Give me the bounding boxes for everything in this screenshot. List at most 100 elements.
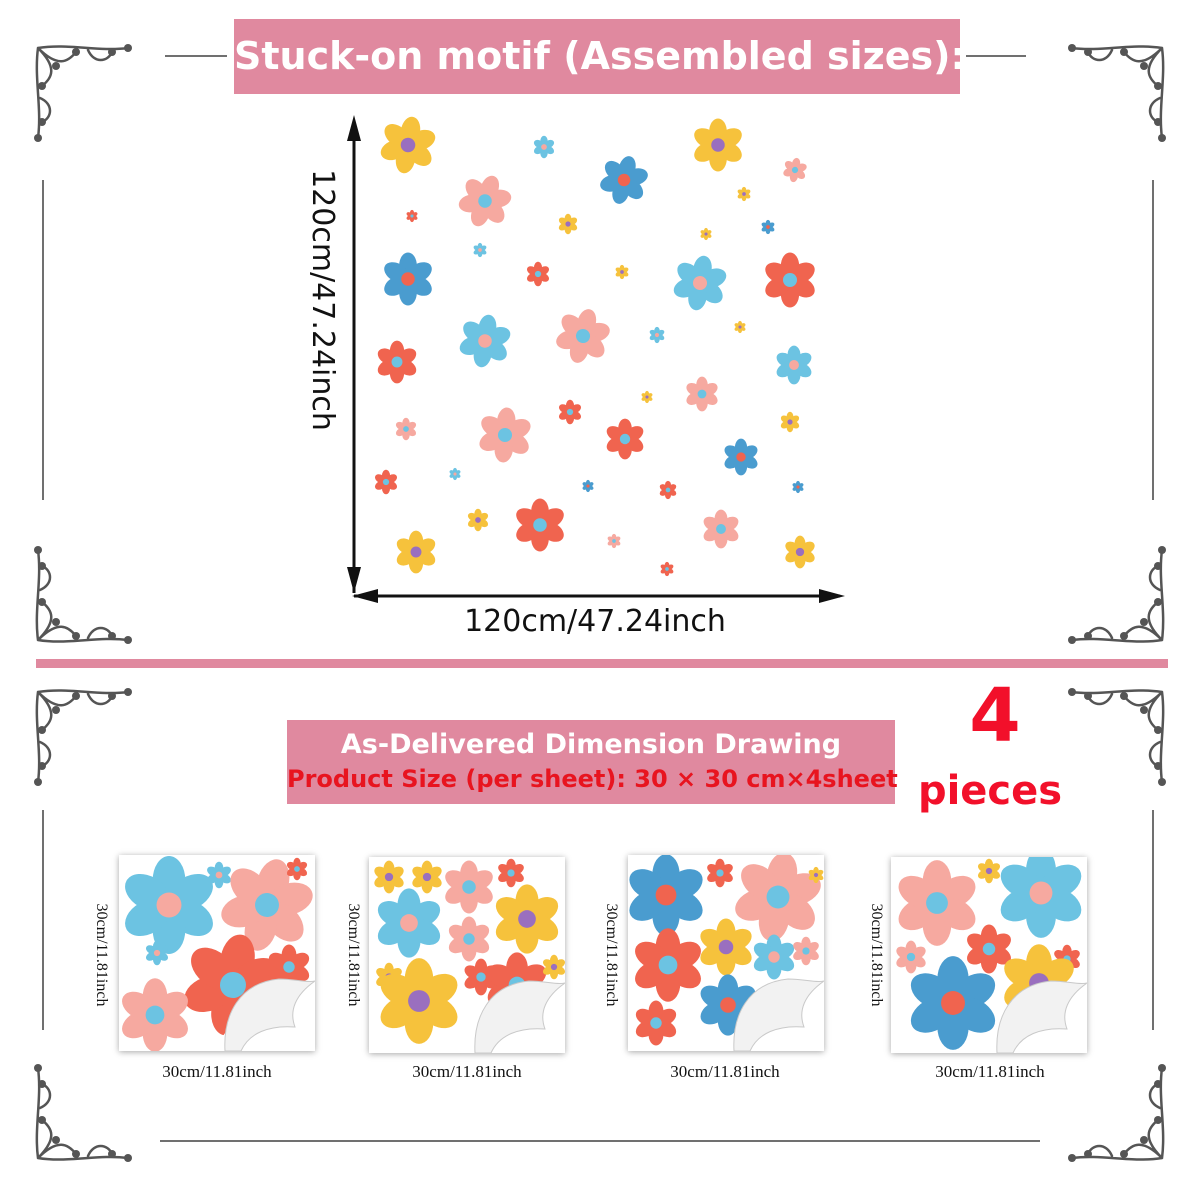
flower-icon: [207, 861, 231, 889]
flower-icon: [406, 209, 418, 223]
flower-icon: [649, 326, 665, 344]
flower-icon: [734, 320, 746, 334]
flower-icon: [445, 860, 493, 914]
flower-icon: [380, 958, 458, 1044]
flower-icon: [607, 533, 621, 549]
flower-icon: [412, 860, 442, 894]
flower-icon: [761, 219, 775, 235]
assembled-motif-preview: [375, 116, 815, 577]
flower-icon: [635, 1000, 677, 1046]
peel-corner-icon: [465, 980, 565, 1053]
flower-icon: [707, 858, 733, 888]
flower-icon: [659, 480, 677, 500]
vertical-double-arrow-icon: [347, 115, 361, 593]
sheet-2-artwork: [374, 858, 565, 1053]
flower-icon: [896, 940, 926, 974]
flower-icon: [978, 858, 1000, 884]
flower-icon: [395, 417, 417, 441]
flower-icon: [808, 866, 824, 884]
flower-icon: [673, 255, 727, 311]
sheet-4-artwork: [896, 857, 1087, 1053]
flower-icon: [776, 345, 812, 385]
flower-icon: [635, 928, 701, 1002]
flower-icon: [700, 918, 752, 976]
corner-ornament-icon: [34, 1064, 132, 1162]
peel-corner-icon: [724, 978, 824, 1051]
flower-icon: [783, 157, 807, 183]
flower-icon: [629, 855, 703, 936]
sheet-3-artwork: [629, 855, 824, 1051]
flower-icon: [449, 467, 461, 481]
corner-ornament-icon: [1068, 546, 1166, 644]
corner-ornament-icon: [34, 688, 132, 786]
sheet-4-height-label: 30cm/11.81inch: [868, 903, 885, 1007]
flower-icon: [660, 561, 674, 577]
flower-icon: [724, 438, 758, 476]
flower-icon: [374, 860, 404, 894]
border-line-right-upper: [1152, 180, 1154, 500]
flower-icon: [700, 227, 712, 241]
flower-icon: [780, 411, 800, 433]
sheet-4-width-label: 30cm/11.81inch: [935, 1062, 1045, 1081]
flower-icon: [495, 884, 559, 954]
page-title: Stuck-on motif (Assembled sizes):: [234, 34, 966, 78]
delivered-title: As-Delivered Dimension Drawing: [340, 729, 842, 760]
border-line-left-lower: [42, 810, 44, 1030]
sheet-2-height-label: 30cm/11.81inch: [345, 903, 362, 1007]
flower-icon: [448, 916, 490, 962]
flower-icon: [910, 956, 996, 1050]
flower-icon: [1000, 857, 1082, 938]
flower-icon: [268, 944, 310, 990]
flower-icon: [375, 469, 397, 495]
flower-icon: [122, 978, 188, 1051]
corner-ornament-icon: [1068, 688, 1166, 786]
sheet-1: [119, 855, 315, 1051]
sheet-2: [369, 857, 565, 1053]
corner-ornament-icon: [34, 546, 132, 644]
flower-icon: [396, 530, 436, 574]
corner-ornament-icon: [1068, 44, 1166, 142]
flower-icon: [377, 340, 417, 384]
flower-icon: [600, 156, 648, 204]
flower-icon: [286, 857, 308, 881]
flower-icon: [125, 856, 213, 954]
sheet-1-artwork: [122, 856, 315, 1051]
flower-icon: [467, 508, 489, 532]
sheet-1-width-label: 30cm/11.81inch: [162, 1062, 272, 1081]
flower-icon: [686, 376, 718, 412]
flower-icon: [735, 855, 821, 942]
flower-icon: [694, 118, 742, 172]
flower-icon: [221, 859, 313, 951]
piece-count-number: 4: [969, 673, 1021, 759]
flower-icon: [384, 252, 432, 306]
flower-icon: [606, 418, 644, 460]
border-line-top-right: [966, 55, 1026, 57]
flower-icon: [146, 940, 168, 966]
flower-icon: [459, 314, 511, 368]
flower-icon: [527, 261, 549, 287]
border-line-left-upper: [42, 180, 44, 500]
flower-icon: [533, 135, 555, 159]
flower-icon: [898, 860, 976, 946]
flower-icon: [792, 480, 804, 494]
flower-icon: [765, 252, 815, 308]
dimension-arrows: [347, 115, 845, 603]
border-line-top-left: [165, 55, 227, 57]
flower-icon: [703, 509, 739, 549]
peel-corner-icon: [215, 978, 315, 1051]
flower-icon: [558, 213, 578, 235]
flower-icon: [380, 116, 436, 174]
sheet-3: [628, 855, 824, 1051]
section-divider: [36, 659, 1168, 668]
flower-icon: [559, 399, 581, 425]
sheet-3-height-label: 30cm/11.81inch: [603, 903, 620, 1007]
flower-icon: [473, 242, 487, 258]
flower-icon: [737, 186, 751, 202]
flower-icon: [498, 858, 524, 888]
corner-ornament-icon: [1068, 1064, 1166, 1162]
flower-icon: [753, 934, 795, 980]
assembled-size-banner: Stuck-on motif (Assembled sizes):: [234, 19, 966, 94]
flower-icon: [377, 888, 441, 958]
assembled-width-label: 120cm/47.24inch: [464, 604, 726, 639]
flower-icon: [516, 498, 564, 552]
